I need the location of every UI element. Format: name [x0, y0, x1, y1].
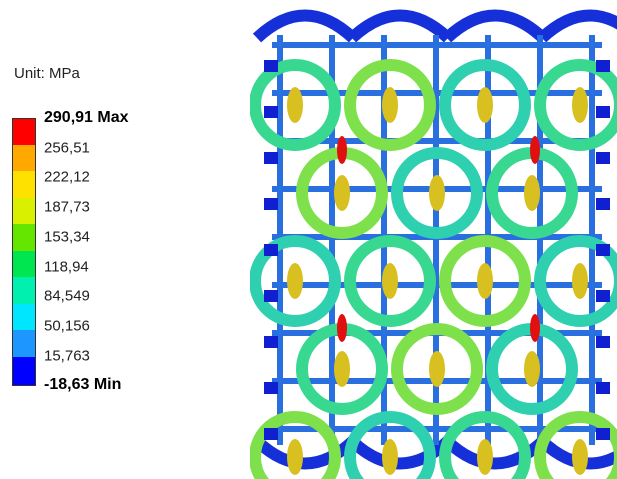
edge-block [596, 336, 610, 348]
screenshot: Unit: MPa 290,91 Max 256,51 222,12 187,73 15… [0, 0, 617, 479]
hotspot [382, 439, 398, 475]
band [12, 330, 36, 357]
max-spot [530, 136, 540, 164]
hotspot [524, 351, 540, 387]
hotspot [572, 263, 588, 299]
edge-block [596, 106, 610, 118]
hotspot [287, 263, 303, 299]
band [12, 118, 36, 145]
legend-label: 15,763 [44, 347, 90, 364]
legend-label: 84,549 [44, 288, 90, 305]
edge-block [596, 382, 610, 394]
legend-label: 50,156 [44, 317, 90, 334]
hotspot [429, 351, 445, 387]
hotspot [382, 87, 398, 123]
edge-block [264, 428, 278, 440]
hotspot [429, 175, 445, 211]
legend-label: 222,12 [44, 169, 90, 186]
edge-block [596, 60, 610, 72]
legend-label: 153,34 [44, 228, 90, 245]
edge-block [264, 198, 278, 210]
hotspot [477, 439, 493, 475]
legend-label: 187,73 [44, 199, 90, 216]
edge-block [596, 152, 610, 164]
hotspot [334, 175, 350, 211]
hotspot [382, 263, 398, 299]
edge-block [264, 106, 278, 118]
max-spot [530, 314, 540, 342]
band [12, 171, 36, 198]
hotspot [287, 87, 303, 123]
contour-plot [250, 0, 617, 479]
edge-block [596, 428, 610, 440]
edge-block [264, 382, 278, 394]
edge-block [264, 290, 278, 302]
hotspot [477, 87, 493, 123]
unit-label: Unit: MPa [14, 65, 80, 82]
legend-label: 290,91 Max [44, 109, 129, 127]
band [12, 224, 36, 251]
max-spot [337, 314, 347, 342]
legend-label: 118,94 [44, 258, 89, 275]
max-spot [337, 136, 347, 164]
edge-block [596, 198, 610, 210]
hotspot [334, 351, 350, 387]
edge-block [264, 244, 278, 256]
edge-block [596, 244, 610, 256]
edge-block [264, 60, 278, 72]
hotspot [572, 439, 588, 475]
edge-block [264, 152, 278, 164]
band [12, 304, 36, 331]
hotspot [287, 439, 303, 475]
band [12, 357, 36, 386]
legend-label: -18,63 Min [44, 376, 121, 394]
hotspot [524, 175, 540, 211]
edge-block [264, 336, 278, 348]
band [12, 198, 36, 225]
legend-label: 256,51 [44, 139, 90, 156]
edge-block [596, 290, 610, 302]
band [12, 145, 36, 172]
hotspot [572, 87, 588, 123]
band [12, 277, 36, 304]
hotspot [477, 263, 493, 299]
band [12, 251, 36, 278]
